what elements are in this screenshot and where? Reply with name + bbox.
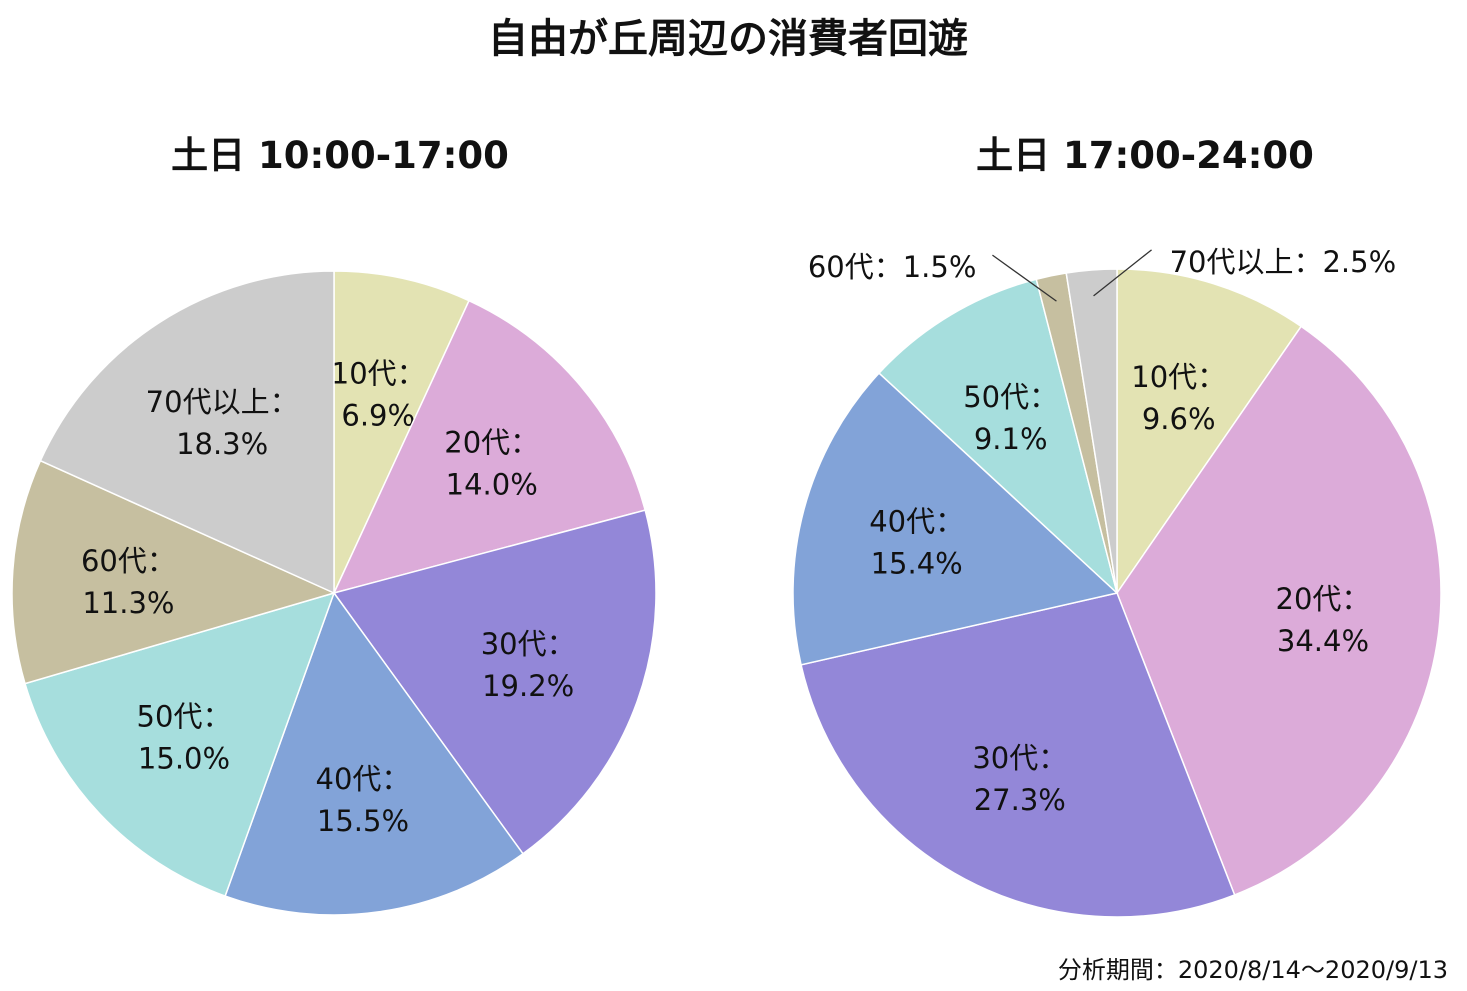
pie-slice	[1116, 325, 1442, 896]
slice-value: 15.5%	[317, 804, 409, 838]
slice-category: 70代以上：	[1170, 245, 1323, 279]
slice-value: 15.4%	[871, 546, 963, 580]
pie-slice	[332, 299, 647, 595]
pie-slice	[792, 372, 1119, 666]
slice-value: 18.3%	[176, 427, 268, 461]
slice-label: 60代：1.5%	[808, 250, 977, 284]
slice-category: 40代：	[316, 762, 411, 796]
pie-title: 土日 10:00-17:00	[171, 134, 509, 177]
slice-value: 19.2%	[482, 669, 574, 703]
pie-slice	[24, 591, 336, 897]
slice-value: 1.5%	[903, 250, 977, 284]
slice-category: 10代：	[1131, 360, 1226, 394]
pie-slice	[1116, 268, 1303, 596]
pie-slice	[878, 278, 1119, 596]
slice-value: 9.1%	[974, 422, 1048, 456]
leader-line	[1093, 249, 1152, 297]
slice-category: 60代：	[81, 544, 176, 578]
slice-category: 30代：	[481, 627, 576, 661]
slice-category: 20代：	[444, 425, 539, 459]
slice-category: 20代：	[1276, 582, 1371, 616]
slice-value: 14.0%	[446, 467, 538, 501]
pie-slice	[224, 591, 524, 916]
slice-category: 40代：	[869, 504, 964, 538]
slice-category: 10代：	[331, 357, 426, 391]
slice-value: 34.4%	[1277, 624, 1369, 658]
pie-slice	[333, 270, 471, 594]
slice-category: 50代：	[137, 699, 232, 733]
pie-slice	[332, 509, 657, 855]
note: 分析期間：2020/8/14〜2020/9/13	[1058, 956, 1448, 984]
slice-label: 70代以上：2.5%	[1170, 245, 1397, 279]
slice-value: 2.5%	[1322, 245, 1396, 279]
slice-value: 27.3%	[974, 783, 1066, 817]
pie-slice	[11, 459, 337, 685]
pie-slice	[800, 592, 1236, 918]
slice-value: 11.3%	[82, 586, 174, 620]
pie-slice	[39, 270, 335, 595]
slice-category: 70代以上：	[146, 385, 299, 419]
chart-title: 自由が丘周辺の消費者回遊	[488, 16, 968, 62]
slice-value: 6.9%	[341, 399, 415, 433]
pie-slice	[1065, 268, 1118, 594]
slice-value: 15.0%	[138, 741, 230, 775]
leader-line	[992, 254, 1057, 302]
pie-title: 土日 17:00-24:00	[976, 134, 1314, 177]
slice-category: 50代：	[963, 380, 1058, 414]
slice-category: 60代：	[808, 250, 903, 284]
slice-value: 9.6%	[1142, 402, 1216, 436]
slice-category: 30代：	[972, 741, 1067, 775]
